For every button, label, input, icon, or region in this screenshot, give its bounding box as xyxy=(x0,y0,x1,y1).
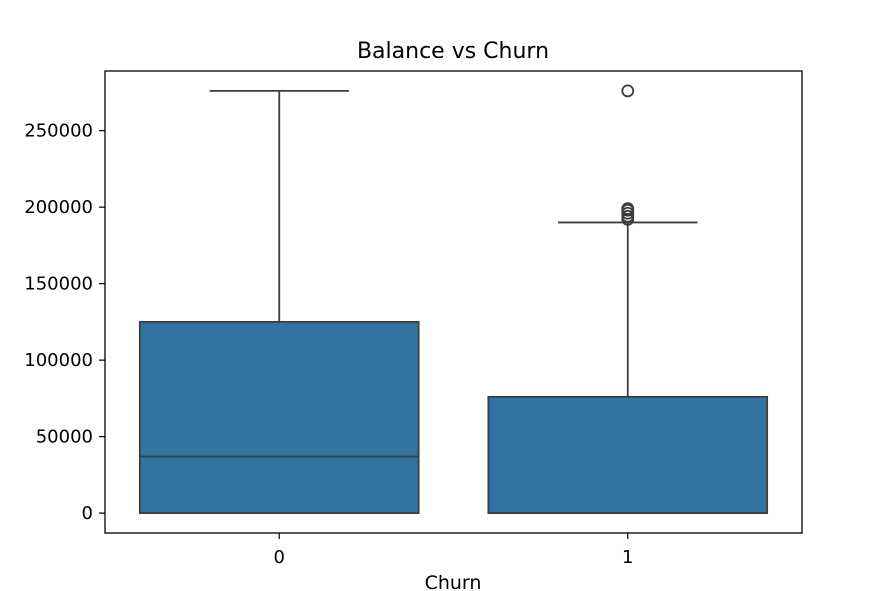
plot-area xyxy=(138,84,769,515)
y-tick-label: 150000 xyxy=(24,274,93,295)
y-tick-label: 250000 xyxy=(24,121,93,142)
chart-title: Balance vs Churn xyxy=(357,39,549,64)
y-tick-label: 0 xyxy=(82,503,93,524)
x-axis-label: Churn xyxy=(425,572,482,591)
y-tick-label: 100000 xyxy=(24,350,93,371)
outlier-point xyxy=(621,84,635,98)
y-axis: 0 50000 100000 150000 200000 250000 xyxy=(24,121,105,524)
box-group-0 xyxy=(138,89,420,515)
iqr-box xyxy=(487,395,769,515)
y-tick-label: 50000 xyxy=(36,427,93,448)
plot-frame xyxy=(104,70,803,534)
box-group-1 xyxy=(487,84,769,515)
x-tick-label: 1 xyxy=(622,547,633,568)
outlier-point xyxy=(621,202,635,216)
x-tick-label: 0 xyxy=(274,547,285,568)
iqr-box xyxy=(138,320,420,515)
y-tick-label: 200000 xyxy=(24,197,93,218)
